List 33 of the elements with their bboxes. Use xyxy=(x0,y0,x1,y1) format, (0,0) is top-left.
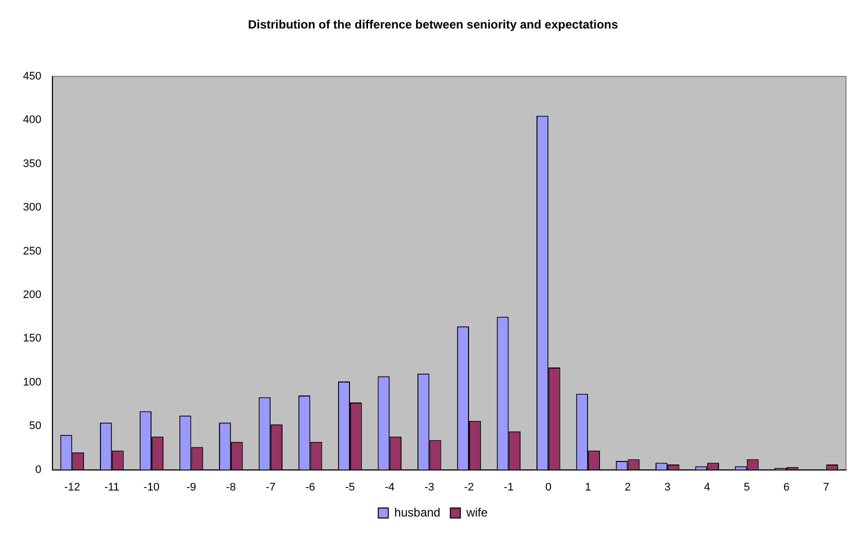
x-tick-label: 0 xyxy=(545,481,552,494)
x-tick-label: 2 xyxy=(624,481,631,494)
legend-label: wife xyxy=(465,505,488,520)
x-tick-label: -4 xyxy=(384,481,395,494)
x-tick-label: -11 xyxy=(104,481,120,494)
x-tick-label: -3 xyxy=(424,481,434,494)
x-tick-label: 7 xyxy=(823,481,830,494)
y-tick-label: 200 xyxy=(22,288,42,301)
chart-title: Distribution of the difference between seniority and expectations xyxy=(248,18,618,32)
y-tick-label: 150 xyxy=(22,332,42,345)
y-tick-label: 350 xyxy=(22,158,42,170)
y-tick-label: 0 xyxy=(35,464,42,476)
y-tick-label: 400 xyxy=(22,114,42,126)
x-tick-label: -1 xyxy=(504,481,514,494)
x-tick-label: 4 xyxy=(704,481,710,494)
y-tick-label: 300 xyxy=(22,202,42,214)
x-tick-label: -6 xyxy=(305,481,316,494)
x-tick-label: -2 xyxy=(464,481,474,494)
legend-label: husband xyxy=(394,505,440,520)
x-tick-label: 3 xyxy=(664,481,670,494)
x-tick-label: 6 xyxy=(783,481,790,494)
x-tick-label: -12 xyxy=(64,481,80,494)
x-tick-label: 5 xyxy=(744,481,750,494)
x-tick-label: -10 xyxy=(144,481,160,494)
x-tick-label: -7 xyxy=(266,481,276,494)
y-tick-label: 250 xyxy=(22,245,42,258)
y-tick-label: 50 xyxy=(29,420,42,432)
y-tick-label: 100 xyxy=(22,376,42,388)
x-tick-label: -9 xyxy=(186,481,196,494)
y-tick-label: 450 xyxy=(22,70,42,82)
x-tick-label: -8 xyxy=(226,481,236,494)
x-tick-label: -5 xyxy=(345,481,355,494)
x-tick-label: 1 xyxy=(585,481,592,494)
